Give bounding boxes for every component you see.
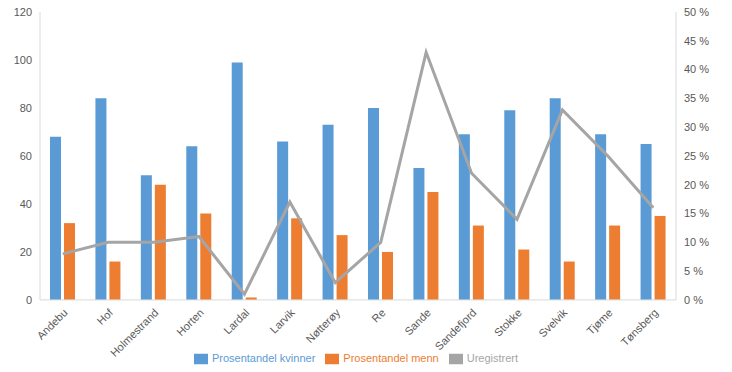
- svg-text:5 %: 5 %: [684, 265, 703, 277]
- svg-text:0: 0: [26, 294, 32, 306]
- svg-text:20: 20: [20, 246, 32, 258]
- svg-text:40: 40: [20, 198, 32, 210]
- svg-text:25 %: 25 %: [684, 150, 709, 162]
- svg-text:Sandefjord: Sandefjord: [432, 306, 478, 352]
- html-text:Prosentandel kvinner: Prosentandel kvinner: [212, 351, 316, 364]
- svg-text:Nøtterøy: Nøtterøy: [303, 306, 342, 345]
- svg-text:35 %: 35 %: [684, 92, 709, 104]
- svg-text:10 %: 10 %: [684, 236, 709, 248]
- svg-text:Holmestrand: Holmestrand: [108, 306, 161, 359]
- svg-text:Sande: Sande: [402, 306, 433, 337]
- svg-text:Re: Re: [369, 306, 387, 324]
- svg-text:Horten: Horten: [174, 306, 206, 338]
- html-text:Prosentandel menn: Prosentandel menn: [343, 351, 439, 364]
- svg-text:15 %: 15 %: [684, 207, 709, 219]
- svg-text:30 %: 30 %: [684, 121, 709, 133]
- svg-text:Tjøme: Tjøme: [584, 306, 615, 337]
- svg-text:50 %: 50 %: [684, 6, 709, 18]
- svg-text:80: 80: [20, 102, 32, 114]
- svg-text:Andebu: Andebu: [34, 306, 69, 341]
- svg-text:Tønsberg: Tønsberg: [618, 306, 660, 348]
- html-text:Uregistrert: Uregistrert: [466, 351, 518, 364]
- svg-text:100: 100: [14, 54, 32, 66]
- svg-text:Larvik: Larvik: [268, 306, 298, 336]
- svg-text:Stokke: Stokke: [492, 306, 524, 338]
- svg-text:45 %: 45 %: [684, 35, 709, 47]
- svg-text:60: 60: [20, 150, 32, 162]
- svg-text:120: 120: [14, 6, 32, 18]
- svg-text:Lardal: Lardal: [221, 306, 251, 336]
- svg-text:40 %: 40 %: [684, 63, 709, 75]
- svg-text:Hof: Hof: [94, 306, 115, 327]
- svg-text:Svelvik: Svelvik: [536, 306, 569, 339]
- svg-text:0 %: 0 %: [684, 294, 703, 306]
- svg-text:20 %: 20 %: [684, 179, 709, 191]
